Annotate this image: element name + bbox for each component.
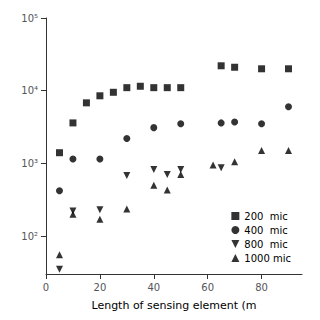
svg-text:200 mic: 200 mic: [244, 211, 287, 222]
svg-text:1000 mic: 1000 mic: [244, 253, 291, 264]
svg-text:20: 20: [94, 282, 107, 293]
svg-text:400 mic: 400 mic: [244, 225, 287, 236]
svg-text:10⁴: 10⁴: [21, 85, 38, 96]
svg-text:800 mic: 800 mic: [244, 239, 287, 250]
svg-text:10²: 10²: [21, 231, 38, 242]
svg-text:0: 0: [43, 282, 49, 293]
svg-text:60: 60: [201, 282, 214, 293]
svg-text:40: 40: [147, 282, 160, 293]
svg-text:10⁵: 10⁵: [21, 13, 38, 24]
svg-text:80: 80: [255, 282, 268, 293]
svg-text:10³: 10³: [21, 158, 38, 169]
svg-text:Length of sensing element (m: Length of sensing element (m: [91, 299, 256, 312]
